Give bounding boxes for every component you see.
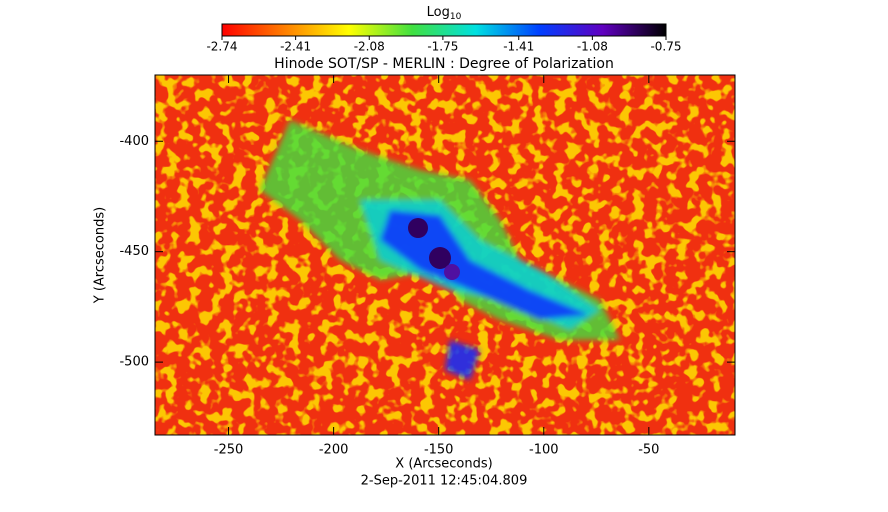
footer: 2-Sep-2011 12:45:04.809: [361, 474, 528, 489]
x-axis-label: X (Arcseconds): [395, 457, 492, 472]
colorbar-tick-label: -2.74: [206, 40, 237, 54]
x-tick-label: -250: [214, 443, 244, 458]
colorbar-tick-label: -1.08: [577, 40, 608, 54]
x-tick-label: -100: [529, 443, 559, 458]
x-tick-label: -200: [319, 443, 349, 458]
colorbar-label: Log10: [427, 5, 462, 22]
colorbar-tick-label: -1.41: [503, 40, 534, 54]
x-tick-label: -150: [424, 443, 454, 458]
y-tick-label: -400: [119, 134, 149, 149]
map-image: [155, 75, 735, 435]
colorbar-tick-label: -2.41: [280, 40, 311, 54]
y-axis-label: Y (Arcseconds): [93, 207, 108, 304]
colorbar-label-text: Log: [427, 5, 450, 20]
x-tick-label: -50: [638, 443, 659, 458]
colorbar: [221, 23, 667, 37]
y-tick-label: -450: [119, 244, 149, 259]
colorbar-label-subscript: 10: [450, 12, 462, 22]
y-tick-label: -500: [119, 355, 149, 370]
colorbar-tick-label: -2.08: [354, 40, 385, 54]
chart-title: Hinode SOT/SP - MERLIN : Degree of Polar…: [274, 56, 614, 72]
colorbar-tick-label: -1.75: [427, 40, 458, 54]
plot-frame: [154, 74, 736, 436]
colorbar-tick-label: -0.75: [650, 40, 681, 54]
